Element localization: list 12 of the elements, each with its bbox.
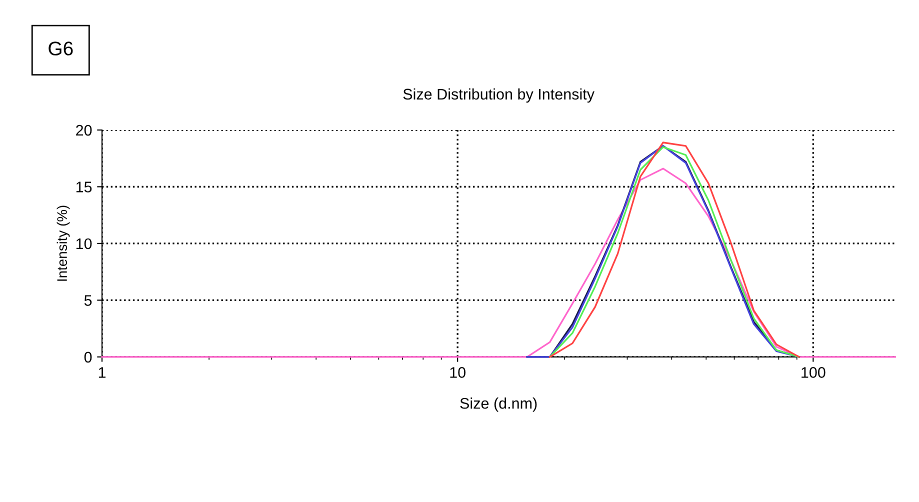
y-tick-label: 10 — [76, 238, 92, 250]
y-tick-label: 20 — [76, 124, 92, 136]
y-tick-label: 15 — [76, 182, 92, 192]
x-tick-label: 10 — [450, 367, 466, 378]
y-tick-label: 0 — [84, 352, 92, 363]
y-axis-title: Intensity (%) — [56, 206, 70, 281]
x-tick-label: 100 — [802, 367, 826, 378]
chart-title: Size Distribution by Intensity — [403, 88, 594, 103]
x-axis-title: Size (d.nm) — [460, 398, 537, 412]
x-tick-label: 1 — [98, 367, 106, 378]
y-tick-label: 5 — [84, 295, 92, 306]
text: G6 — [48, 42, 73, 56]
